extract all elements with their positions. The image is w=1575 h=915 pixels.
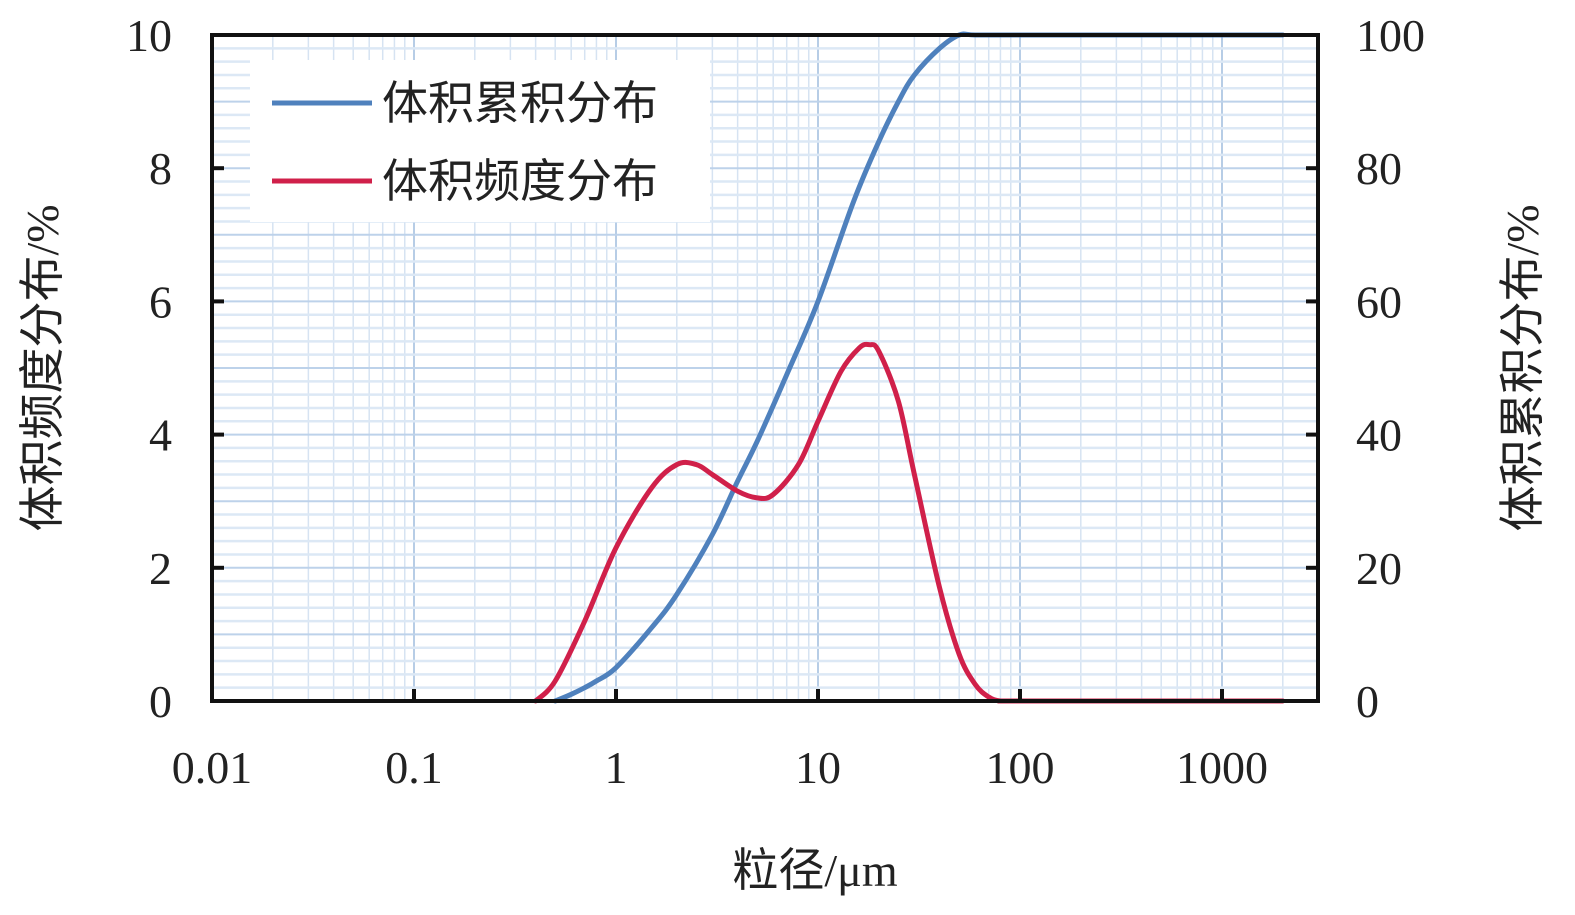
x-tick-label: 1 xyxy=(605,742,628,793)
x-tick-label: 0.01 xyxy=(172,742,253,793)
y-left-tick-label: 10 xyxy=(126,10,172,61)
y-right-tick-label: 20 xyxy=(1356,543,1402,594)
y-left-tick-label: 2 xyxy=(149,543,172,594)
y-right-tick-label: 40 xyxy=(1356,410,1402,461)
x-tick-label: 100 xyxy=(986,742,1055,793)
legend-background xyxy=(250,60,710,222)
plot-frame xyxy=(210,33,1320,703)
y-left-tick-label: 6 xyxy=(149,276,172,327)
y-right-tick-label: 100 xyxy=(1356,10,1425,61)
legend: 体积累积分布 体积频度分布 xyxy=(250,60,710,222)
x-tick-label: 10 xyxy=(795,742,841,793)
x-tick-label: 1000 xyxy=(1176,742,1268,793)
y-left-tick-label: 0 xyxy=(149,676,172,727)
x-axis-title: 粒径/μm xyxy=(732,845,897,896)
y-left-axis-title: 体积频度分布/% xyxy=(17,204,68,531)
y-right-tick-label: 0 xyxy=(1356,676,1379,727)
x-tick-label: 0.1 xyxy=(385,742,443,793)
y-right-tick-label: 80 xyxy=(1356,143,1402,194)
y-right-axis-title: 体积累积分布/% xyxy=(1497,204,1548,531)
y-right-tick-label: 60 xyxy=(1356,276,1402,327)
y-left-tick-label: 8 xyxy=(149,143,172,194)
series-line-frequency xyxy=(533,341,1286,704)
legend-label-cumulative: 体积累积分布 xyxy=(382,78,658,129)
legend-label-frequency: 体积频度分布 xyxy=(382,156,658,207)
y-left-tick-label: 4 xyxy=(149,410,172,461)
